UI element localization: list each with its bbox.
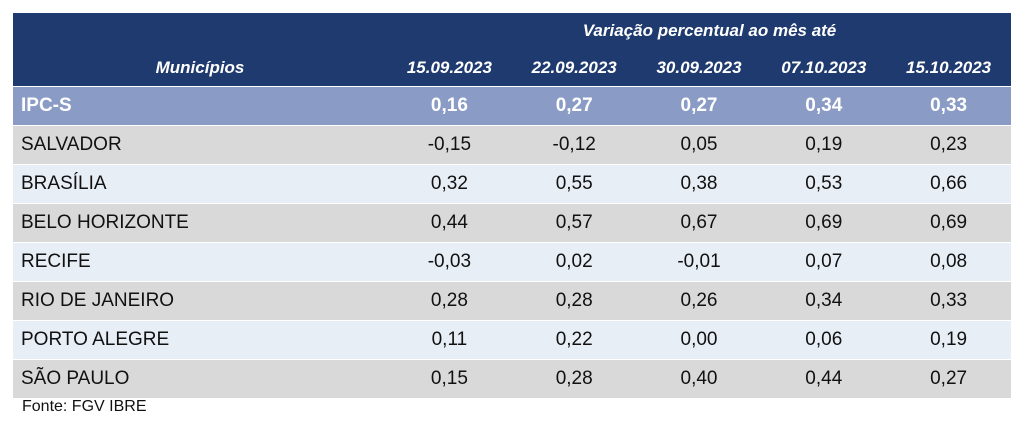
row-value: -0,15 [427, 134, 472, 155]
row-value: -0,03 [427, 251, 472, 272]
row-value: 0,26 [680, 290, 718, 311]
header-top-row: Variação percentual ao mês até [13, 13, 1011, 49]
row-value: -0,01 [677, 251, 721, 272]
row-value: 0,19 [805, 134, 843, 155]
column-header-date: 15.10.2023 [906, 58, 992, 77]
row-label: BRASÍLIA [21, 173, 107, 194]
header-super-title: Variação percentual ao mês até [582, 21, 837, 40]
column-header-date: 30.09.2023 [656, 58, 742, 77]
row-value: -0,12 [552, 134, 596, 155]
row-value: 0,27 [555, 95, 593, 116]
row-value: 0,07 [805, 251, 843, 272]
table-row: BRASÍLIA 0,32 0,55 0,38 0,53 0,66 [13, 164, 1011, 203]
row-value: 0,55 [555, 173, 593, 194]
header-columns-row: Municípios 15.09.2023 22.09.2023 30.09.2… [13, 49, 1011, 86]
row-label: IPC-S [21, 95, 72, 116]
row-value: 0,33 [930, 290, 968, 311]
row-value: 0,27 [930, 368, 968, 389]
row-value: 0,40 [680, 368, 718, 389]
column-header-date: 22.09.2023 [531, 58, 617, 77]
row-value: 0,69 [930, 212, 968, 233]
ipc-table: Variação percentual ao mês até Município… [13, 13, 1011, 398]
row-label: SÃO PAULO [21, 368, 130, 389]
row-value: 0,33 [930, 95, 968, 116]
row-value: 0,11 [431, 329, 468, 350]
row-value: 0,67 [680, 212, 718, 233]
row-value: 0,06 [805, 329, 843, 350]
row-value: 0,66 [930, 173, 968, 194]
row-label: PORTO ALEGRE [21, 329, 170, 350]
row-value: 0,53 [805, 173, 843, 194]
row-value: 0,44 [430, 212, 468, 233]
row-value: 0,28 [555, 368, 593, 389]
table-header: Variação percentual ao mês até Município… [13, 13, 1011, 86]
column-header-date: 15.09.2023 [406, 58, 492, 77]
row-value: 0,44 [805, 368, 843, 389]
table-row: SÃO PAULO 0,15 0,28 0,40 0,44 0,27 [13, 359, 1011, 398]
row-value: 0,32 [430, 173, 468, 194]
table-row-ipc-s: IPC-S 0,16 0,27 0,27 0,34 0,33 [13, 86, 1011, 125]
row-value: 0,28 [430, 290, 468, 311]
row-value: 0,08 [930, 251, 968, 272]
table-row: RIO DE JANEIRO 0,28 0,28 0,26 0,34 0,33 [13, 281, 1011, 320]
table-row: PORTO ALEGRE 0,11 0,22 0,00 0,06 0,19 [13, 320, 1011, 359]
column-header-municipios: Municípios [155, 58, 245, 77]
column-header-date: 07.10.2023 [781, 58, 867, 77]
row-value: 0,16 [430, 95, 468, 116]
row-value: 0,27 [680, 95, 718, 116]
row-label: BELO HORIZONTE [21, 212, 189, 233]
row-value: 0,34 [805, 95, 843, 116]
row-value: 0,02 [555, 251, 593, 272]
row-value: 0,38 [680, 173, 718, 194]
row-value: 0,05 [680, 134, 718, 155]
table-row: SALVADOR -0,15 -0,12 0,05 0,19 0,23 [13, 125, 1011, 164]
row-label: RECIFE [21, 251, 91, 272]
row-value: 0,19 [930, 329, 968, 350]
table-row: RECIFE -0,03 0,02 -0,01 0,07 0,08 [13, 242, 1011, 281]
row-value: 0,28 [555, 290, 593, 311]
row-value: 0,57 [555, 212, 593, 233]
row-value: 0,00 [680, 329, 718, 350]
row-value: 0,34 [805, 290, 843, 311]
row-label: SALVADOR [21, 134, 122, 155]
row-value: 0,23 [930, 134, 968, 155]
row-value: 0,15 [430, 368, 468, 389]
table-row: BELO HORIZONTE 0,44 0,57 0,67 0,69 0,69 [13, 203, 1011, 242]
row-label: RIO DE JANEIRO [21, 290, 175, 311]
row-value: 0,22 [555, 329, 593, 350]
row-value: 0,69 [805, 212, 843, 233]
source-note: Fonte: FGV IBRE [22, 398, 147, 415]
